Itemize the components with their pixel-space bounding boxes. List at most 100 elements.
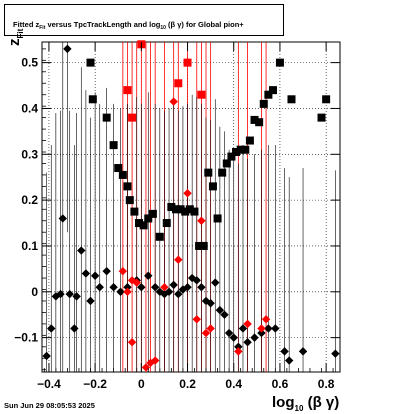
x-tick-label: −0.2 bbox=[83, 377, 107, 391]
data-point-square bbox=[118, 170, 127, 179]
y-tick-label: 0 bbox=[31, 285, 38, 299]
data-point-diamond bbox=[118, 266, 128, 276]
data-point-diamond bbox=[160, 289, 169, 299]
data-point-diamond bbox=[86, 296, 95, 306]
x-axis-label: log10 (β γ) bbox=[272, 394, 340, 413]
data-point-square bbox=[241, 145, 250, 154]
data-point-square bbox=[176, 205, 185, 214]
data-point-diamond bbox=[238, 324, 248, 333]
data-point-square bbox=[317, 113, 326, 122]
data-point-diamond bbox=[284, 356, 294, 365]
data-point-diamond bbox=[257, 328, 266, 338]
data-point-square bbox=[162, 219, 171, 228]
data-point-square bbox=[130, 207, 139, 216]
data-point-square bbox=[181, 207, 190, 216]
data-point-diamond bbox=[229, 333, 238, 342]
data-point-diamond bbox=[146, 358, 155, 368]
data-point-diamond bbox=[77, 246, 86, 255]
data-point-square bbox=[123, 86, 132, 95]
axis-ticks bbox=[42, 42, 340, 372]
data-point-square bbox=[185, 205, 194, 214]
y-axis-label: zFit bbox=[6, 28, 25, 46]
data-point-diamond bbox=[201, 328, 211, 338]
y-tick-label: 0.1 bbox=[21, 239, 38, 253]
data-point-diamond bbox=[331, 349, 340, 358]
data-point-square bbox=[88, 95, 97, 104]
data-point-square bbox=[245, 136, 254, 145]
data-point-square bbox=[171, 205, 180, 214]
data-point-diamond bbox=[56, 289, 65, 299]
y-tick-label: 0.2 bbox=[21, 193, 38, 207]
y-tick-label: 0.5 bbox=[21, 56, 38, 70]
data-point-diamond bbox=[109, 283, 118, 292]
data-point-diamond bbox=[116, 287, 125, 296]
data-point-square bbox=[213, 214, 222, 223]
data-point-diamond bbox=[141, 363, 151, 372]
data-point-diamond bbox=[280, 347, 289, 356]
data-point-diamond bbox=[164, 287, 174, 296]
data-point-square bbox=[139, 221, 148, 230]
timestamp: Sun Jun 29 08:05:53 2025 bbox=[4, 401, 95, 410]
data-point-diamond bbox=[144, 271, 153, 280]
data-point-square bbox=[208, 182, 217, 191]
x-tick-label: 0.4 bbox=[225, 377, 242, 391]
data-point-square bbox=[102, 113, 111, 122]
x-tick-label: 0.8 bbox=[318, 377, 335, 391]
data-point-diamond bbox=[90, 271, 100, 280]
data-point-square bbox=[204, 168, 213, 177]
y-tick-label: 0.4 bbox=[21, 101, 38, 115]
data-point-diamond bbox=[150, 283, 160, 292]
data-point-square bbox=[190, 207, 199, 216]
data-point-diamond bbox=[183, 283, 192, 292]
data-point-diamond bbox=[127, 338, 137, 347]
red-vertical-lines bbox=[122, 42, 267, 372]
data-point-diamond bbox=[70, 324, 79, 333]
title-box: Fitted zFit versus TpcTrackLength and lo… bbox=[4, 4, 284, 36]
data-point-diamond bbox=[169, 97, 178, 106]
data-point-diamond bbox=[174, 255, 183, 264]
x-tick-label: 0 bbox=[138, 377, 145, 391]
data-point-square bbox=[123, 182, 132, 191]
data-point-square bbox=[264, 90, 273, 99]
data-point-diamond bbox=[63, 44, 72, 54]
data-point-square bbox=[227, 152, 236, 161]
data-point-diamond bbox=[271, 324, 280, 333]
data-point-diamond bbox=[197, 283, 206, 292]
data-point-diamond bbox=[298, 347, 308, 356]
y-tick-label: −0.1 bbox=[14, 331, 38, 345]
data-point-square bbox=[287, 95, 296, 104]
data-point-diamond bbox=[183, 189, 192, 198]
x-tick-label: −0.4 bbox=[37, 377, 61, 391]
data-point-diamond bbox=[243, 319, 252, 329]
chart-title: Fitted zFit versus TpcTrackLength and lo… bbox=[13, 20, 244, 31]
data-point-square bbox=[269, 86, 278, 95]
data-point-square bbox=[174, 79, 183, 88]
data-point-diamond bbox=[257, 324, 266, 333]
data-point-square bbox=[155, 232, 164, 241]
data-point-diamond bbox=[206, 324, 215, 333]
data-point-diamond bbox=[197, 216, 206, 225]
data-point-square bbox=[144, 214, 153, 223]
data-point-diamond bbox=[192, 276, 201, 285]
data-point-diamond bbox=[264, 324, 273, 333]
data-point-diamond bbox=[234, 347, 243, 356]
x-tick-label: 0.2 bbox=[179, 377, 196, 391]
data-point-diamond bbox=[42, 351, 51, 361]
error-bars bbox=[46, 42, 336, 372]
data-point-square bbox=[255, 118, 264, 127]
data-point-square bbox=[114, 164, 123, 173]
data-point-diamond bbox=[132, 278, 141, 287]
data-point-diamond bbox=[206, 299, 215, 308]
data-point-diamond bbox=[81, 269, 91, 278]
data-point-square bbox=[86, 58, 95, 67]
axis-tick-labels: −0.4 −0.2 0 0.2 0.4 0.6 0.8 −0.1 0 0.1 0.2 0.3 0.4 0.… bbox=[14, 56, 335, 391]
data-point-diamond bbox=[72, 292, 81, 301]
data-point-square bbox=[135, 219, 144, 228]
data-point-diamond bbox=[243, 338, 252, 347]
data-point-square bbox=[197, 90, 206, 99]
data-point-square bbox=[236, 145, 245, 154]
data-point-diamond bbox=[211, 278, 220, 287]
data-point-square bbox=[275, 58, 284, 67]
data-point-diamond bbox=[160, 283, 169, 292]
data-point-square bbox=[322, 95, 331, 104]
